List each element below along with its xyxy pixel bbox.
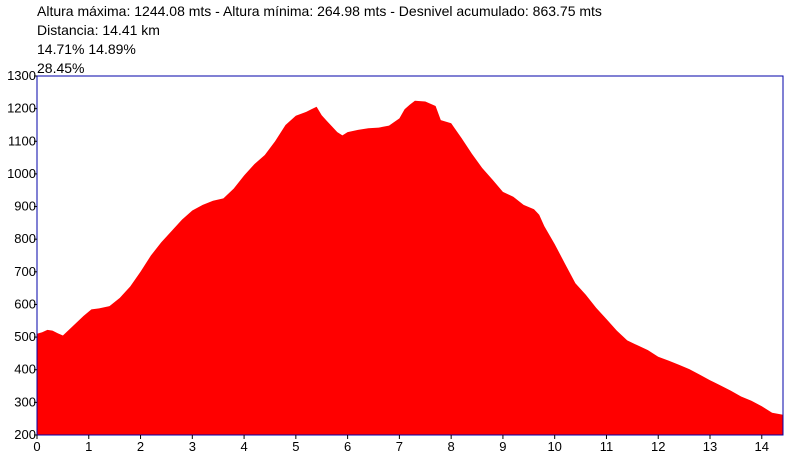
x-tick-label: 14	[755, 439, 769, 454]
x-tick-label: 0	[33, 439, 40, 454]
y-tick-label: 400	[14, 362, 36, 377]
x-tick-label: 12	[651, 439, 665, 454]
y-tick-label: 600	[14, 296, 36, 311]
x-tick-label: 2	[137, 439, 144, 454]
summary-heights: Altura máxima: 1244.08 mts - Altura míni…	[37, 3, 602, 19]
y-tick-label: 1200	[7, 101, 36, 116]
y-tick-label: 1100	[8, 133, 36, 148]
summary-distance: Distancia: 14.41 km	[37, 22, 160, 38]
x-tick-label: 1	[85, 439, 92, 454]
x-tick-label: 10	[547, 439, 561, 454]
x-tick-label: 13	[703, 439, 717, 454]
summary-slopes: 14.71% 14.89%	[37, 41, 136, 57]
y-tick-label: 1000	[7, 166, 36, 181]
plot-frame	[36, 75, 784, 436]
summary-max-slope: 28.45%	[37, 60, 85, 76]
y-tick-label: 300	[14, 394, 36, 409]
x-tick-label: 6	[344, 439, 351, 454]
x-tick-label: 8	[448, 439, 455, 454]
x-tick-label: 3	[189, 439, 196, 454]
y-tick-label: 700	[14, 264, 36, 279]
y-tick-label: 1300	[7, 68, 36, 83]
y-tick-label: 500	[14, 329, 36, 344]
x-tick-label: 7	[396, 439, 403, 454]
x-tick-label: 5	[292, 439, 299, 454]
x-tick-label: 9	[499, 439, 506, 454]
y-tick-label: 200	[14, 427, 36, 442]
y-tick-label: 900	[14, 199, 36, 214]
x-tick-label: 11	[600, 439, 614, 454]
elevation-area	[37, 100, 783, 436]
x-tick-label: 4	[240, 439, 247, 454]
y-tick-label: 800	[14, 231, 36, 246]
